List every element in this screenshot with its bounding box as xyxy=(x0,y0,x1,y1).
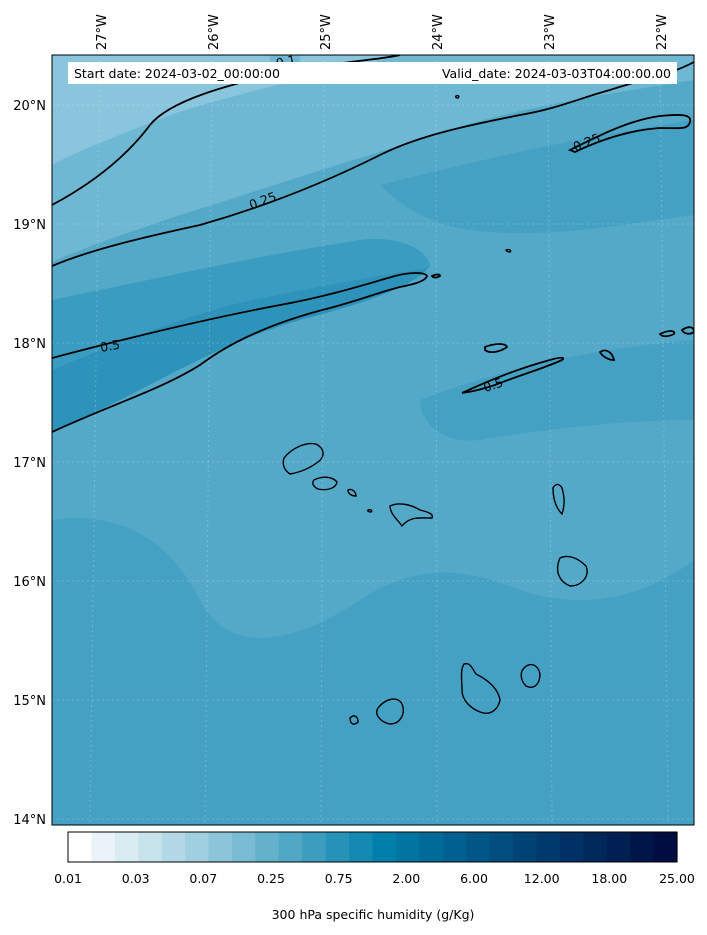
contour-0.5-outer xyxy=(52,272,428,433)
lat-label: 15°N xyxy=(13,694,46,709)
graticule xyxy=(52,55,694,825)
contour-0.25-east xyxy=(567,114,692,153)
colorbar-swatch xyxy=(583,832,608,862)
colorbar-swatch xyxy=(278,832,303,862)
colorbar-swatch xyxy=(208,832,233,862)
info-box xyxy=(68,62,677,84)
island-sal xyxy=(552,483,565,516)
field-dark-region xyxy=(52,518,694,825)
contour-small xyxy=(598,349,616,361)
colorbar-title: 300 hPa specific humidity (g/Kg) xyxy=(272,907,475,922)
humidity-field: 0.1 0.25 0.25 0.5 0.5 xyxy=(52,55,694,825)
colorbar-swatch xyxy=(489,832,514,862)
colorbar-swatch xyxy=(68,832,93,862)
lat-label: 19°N xyxy=(13,218,46,233)
colorbar-tick-label: 0.03 xyxy=(122,871,150,886)
colorbar-swatch xyxy=(349,832,374,862)
colorbar-swatch xyxy=(466,832,491,862)
island-maio xyxy=(520,663,541,688)
island-santiago xyxy=(460,662,501,714)
colorbar-ticks: 0.01 0.03 0.07 0.25 0.75 2.00 6.00 12.00… xyxy=(54,871,695,886)
contour-label: 0.5 xyxy=(99,337,121,355)
contour-0.5-east xyxy=(461,356,565,394)
field-moist-band xyxy=(52,239,430,370)
valid-date: Valid_date: 2024-03-03T04:00:00.00 xyxy=(442,66,671,81)
lon-label: 27°W xyxy=(95,14,110,50)
colorbar-swatch xyxy=(114,832,139,862)
colorbar-swatch xyxy=(653,832,678,862)
colorbar-swatch xyxy=(161,832,186,862)
contour-small xyxy=(484,343,509,354)
start-date: Start date: 2024-03-02_00:00:00 xyxy=(74,66,280,81)
islet xyxy=(454,94,460,99)
colorbar-frame xyxy=(67,831,678,863)
lat-label: 20°N xyxy=(13,99,46,114)
colorbar-tick-label: 0.01 xyxy=(54,871,82,886)
colorbar xyxy=(68,832,678,862)
colorbar-swatch xyxy=(372,832,397,862)
colorbar-swatch xyxy=(302,832,327,862)
colorbar-swatch xyxy=(91,832,116,862)
lat-label: 16°N xyxy=(13,575,46,590)
colorbar-swatch xyxy=(185,832,210,862)
island-fogo xyxy=(376,698,404,725)
colorbar-swatch xyxy=(419,832,444,862)
lat-label: 14°N xyxy=(13,813,46,828)
field-dark-region xyxy=(420,340,694,441)
lat-label: 18°N xyxy=(13,337,46,352)
field-dark-region xyxy=(380,120,694,234)
island-brava xyxy=(349,715,359,725)
contour-small xyxy=(680,326,694,335)
islet xyxy=(505,248,512,253)
lon-label: 25°W xyxy=(319,14,334,50)
island-sao-nicolau xyxy=(389,503,434,528)
map-frame xyxy=(51,54,695,826)
island-sao-vicente xyxy=(312,476,338,491)
colorbar-swatch xyxy=(606,832,631,862)
lon-label: 23°W xyxy=(543,14,558,50)
colorbar-swatch xyxy=(325,832,350,862)
colorbar-tick-label: 0.07 xyxy=(189,871,217,886)
lon-label: 26°W xyxy=(207,14,222,50)
contour-small xyxy=(430,273,441,279)
island-santo-antao xyxy=(282,442,324,475)
island-santa-luzia xyxy=(347,488,357,497)
colorbar-tick-label: 12.00 xyxy=(524,871,560,886)
colorbar-swatch xyxy=(442,832,467,862)
contour-small xyxy=(658,330,676,338)
lon-label: 22°W xyxy=(655,14,670,50)
coastlines xyxy=(282,94,588,725)
colorbar-swatch xyxy=(513,832,538,862)
latitude-labels: 20°N 19°N 18°N 17°N 16°N 15°N 14°N xyxy=(13,99,46,828)
colorbar-tick-label: 18.00 xyxy=(591,871,627,886)
colorbar-swatch xyxy=(255,832,280,862)
island-raso xyxy=(367,509,373,513)
colorbar-tick-label: 0.25 xyxy=(257,871,285,886)
longitude-labels: 27°W 26°W 25°W 24°W 23°W 22°W xyxy=(95,14,670,50)
colorbar-swatch xyxy=(138,832,163,862)
contour-0.25-north xyxy=(52,61,694,267)
colorbar-swatch xyxy=(536,832,561,862)
colorbar-tick-label: 6.00 xyxy=(460,871,488,886)
colorbar-swatch xyxy=(559,832,584,862)
field-light-region xyxy=(52,55,694,262)
colorbar-swatch xyxy=(630,832,655,862)
colorbar-tick-label: 2.00 xyxy=(392,871,420,886)
contour-label: 0.5 xyxy=(481,375,505,395)
colorbar-tick-label: 25.00 xyxy=(659,871,695,886)
colorbar-swatch xyxy=(395,832,420,862)
lat-label: 17°N xyxy=(13,456,46,471)
colorbar-swatch xyxy=(231,832,256,862)
lon-label: 24°W xyxy=(431,14,446,50)
island-boa-vista xyxy=(556,555,588,587)
colorbar-tick-label: 0.75 xyxy=(325,871,353,886)
